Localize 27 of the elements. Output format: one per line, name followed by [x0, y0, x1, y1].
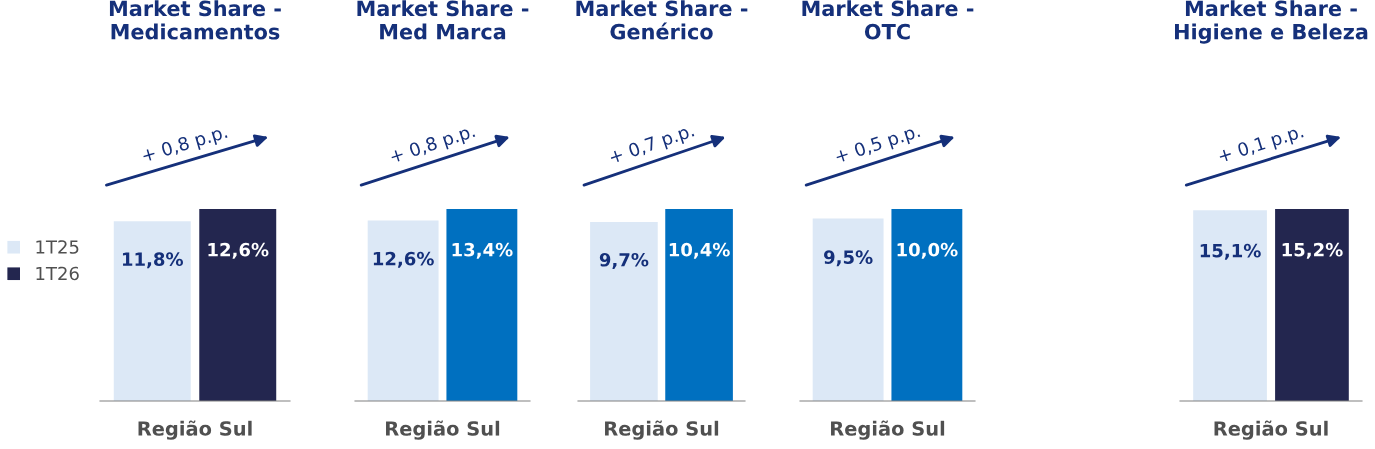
chart-title: Market Share - Med Marca [357, 0, 529, 40]
x-tick-label: Região Sul [386, 420, 500, 440]
data-label: 9,5% [824, 250, 873, 267]
x-tick-label: Região Sul [831, 420, 945, 440]
data-label: 12,6% [373, 251, 434, 268]
x-tick-label: Região Sul [138, 420, 252, 440]
legend-label: 1T25 [36, 240, 79, 254]
legend-label: 1T26 [36, 266, 79, 281]
chart-title: Market Share - Genérico [576, 0, 748, 40]
x-tick-label: Região Sul [605, 420, 719, 440]
data-label: 9,7% [599, 252, 649, 269]
text: + 0,7 p.p. [608, 123, 696, 168]
chart-title: Market Share - Medicamentos [109, 0, 281, 40]
data-label: 11,8% [122, 252, 183, 269]
chart-title: Market Share - Higiene e Beleza [1175, 0, 1368, 44]
x-tick-label: Região Sul [1214, 420, 1328, 440]
chart-title: Market Share - OTC [802, 0, 974, 40]
data-label: 10,4% [669, 242, 730, 259]
data-label: 12,6% [208, 242, 269, 259]
text: + 0,1 p.p. [1217, 124, 1305, 167]
text: + 0,8 p.p. [141, 124, 229, 166]
text: + 0,8 p.p. [389, 123, 477, 167]
data-label: 15,1% [1200, 243, 1261, 260]
text: + 0,5 p.p. [834, 123, 922, 167]
data-label: 15,2% [1282, 242, 1343, 259]
data-label: 10,0% [897, 242, 958, 259]
data-label: 13,4% [452, 242, 513, 259]
